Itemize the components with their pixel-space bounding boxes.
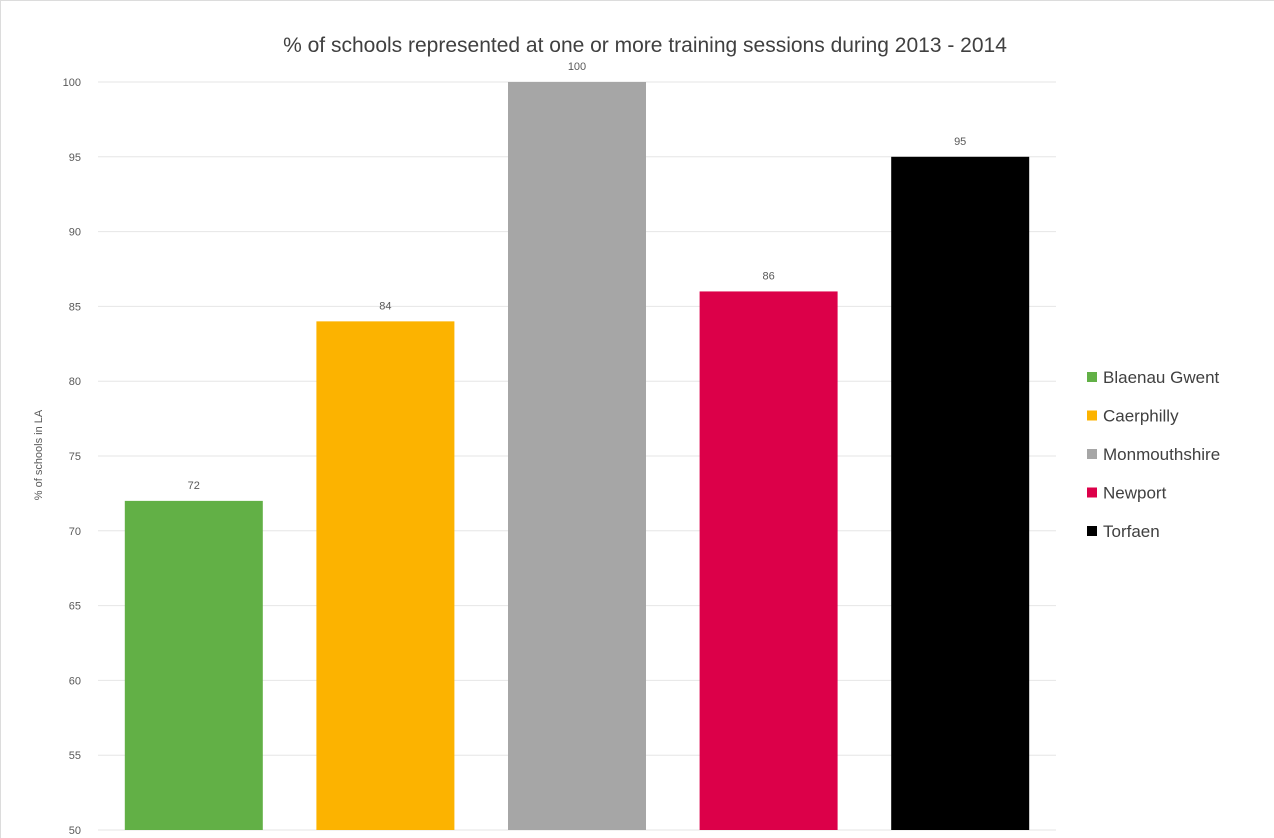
- y-tick-label: 55: [69, 750, 81, 762]
- y-tick-label: 90: [69, 227, 81, 239]
- bar-caerphilly: [316, 321, 455, 830]
- legend-swatch: [1087, 410, 1097, 421]
- y-tick-label: 100: [63, 77, 81, 89]
- legend-swatch: [1087, 372, 1097, 382]
- data-label: 95: [954, 136, 966, 148]
- y-tick-label: 80: [69, 376, 81, 388]
- data-label: 72: [188, 480, 200, 492]
- y-tick-label: 85: [69, 301, 81, 313]
- y-tick-label: 65: [69, 601, 81, 613]
- legend-entry: Newport: [1103, 484, 1167, 503]
- legend-swatch: [1087, 449, 1097, 459]
- bar-newport: [699, 291, 838, 830]
- y-tick-label: 60: [69, 675, 81, 687]
- y-axis-ticks: 50 55 60 65 70 75 80 85 90 95 100: [63, 77, 81, 837]
- legend-entry: Monmouthshire: [1103, 445, 1220, 464]
- legend-swatch: [1087, 526, 1097, 536]
- bar-blaenau-gwent: [124, 500, 263, 830]
- bar-torfaen: [891, 156, 1030, 831]
- chart-title: % of schools represented at one or more …: [283, 34, 1007, 57]
- y-tick-label: 50: [69, 825, 81, 837]
- data-label: 84: [379, 300, 391, 312]
- y-tick-label: 95: [69, 152, 81, 164]
- data-label: 100: [568, 61, 586, 73]
- bar-monmouthshire: [508, 82, 646, 830]
- legend-entry: Caerphilly: [1103, 407, 1179, 426]
- legend-entry: Torfaen: [1103, 522, 1160, 541]
- y-axis-label: % of schools in LA: [33, 409, 45, 500]
- data-labels: 72 84 100 86 95: [188, 61, 967, 492]
- y-tick-label: 70: [69, 526, 81, 538]
- y-tick-label: 75: [69, 451, 81, 463]
- legend: Blaenau Gwent Caerphilly Monmouthshire Newp…: [1087, 368, 1220, 541]
- legend-swatch: [1087, 487, 1097, 498]
- data-label: 86: [762, 270, 774, 282]
- bars: [124, 82, 1030, 831]
- legend-entry: Blaenau Gwent: [1103, 368, 1220, 387]
